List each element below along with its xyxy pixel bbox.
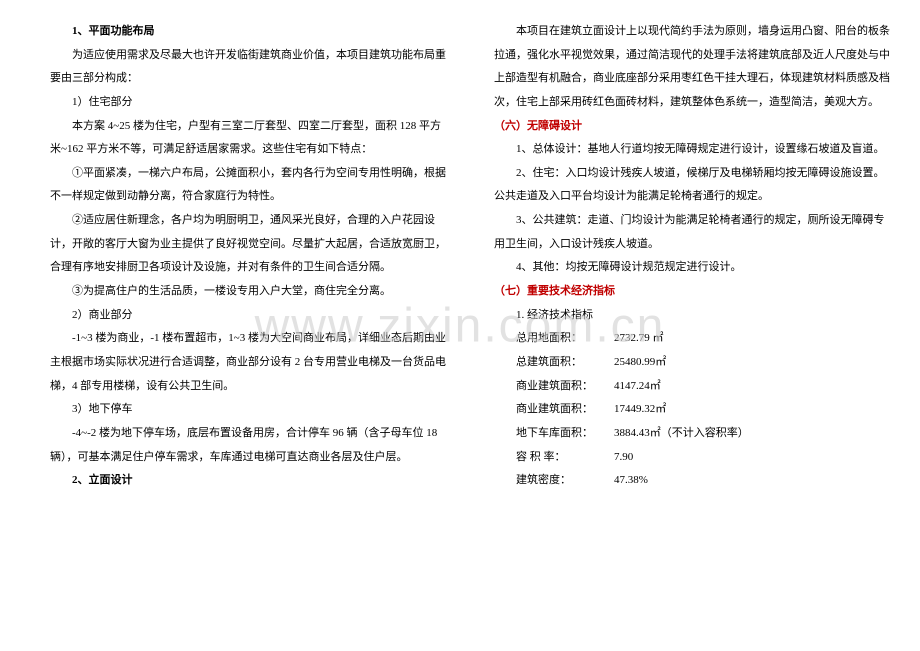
metric-label: 地下车库面积： [494, 422, 614, 446]
para: ③为提高住户的生活品质，一楼设专用入户大堂，商住完全分离。 [50, 280, 446, 304]
para: 本项目在建筑立面设计上以现代简约手法为原则，墙身运用凸窗、阳台的板条拉通，强化水… [494, 20, 890, 115]
table-row: 地下车库面积： 3884.43㎡（不计入容积率） [494, 422, 890, 446]
heading-accessibility: （六）无障碍设计 [494, 115, 890, 139]
metric-label: 总用地面积： [494, 327, 614, 351]
metric-label: 容 积 率： [494, 446, 614, 470]
list-item-residential: 1）住宅部分 [50, 91, 446, 115]
subheading-economic: 1. 经济技术指标 [494, 304, 890, 328]
para: ①平面紧凑，一梯六户布局，公摊面积小，套内各行为空间专用性明确，根据不一样规定做… [50, 162, 446, 209]
metric-label: 建筑密度： [494, 469, 614, 493]
list-item-parking: 3）地下停车 [50, 398, 446, 422]
metric-value: 17449.32㎡ [614, 398, 890, 422]
para: 本方案 4~25 楼为住宅，户型有三室二厅套型、四室二厅套型，面积 128 平方… [50, 115, 446, 162]
table-row: 商业建筑面积： 17449.32㎡ [494, 398, 890, 422]
table-row: 容 积 率： 7.90 [494, 446, 890, 470]
table-row: 商业建筑面积： 4147.24㎡ [494, 375, 890, 399]
metric-value: 7.90 [614, 446, 890, 470]
para: 2、住宅：入口均设计残疾人坡道，候梯厅及电梯轿厢均按无障碍设施设置。公共走道及入… [494, 162, 890, 209]
metric-value: 4147.24㎡ [614, 375, 890, 399]
para: -4~-2 楼为地下停车场，底层布置设备用房，合计停车 96 辆（含子母车位 1… [50, 422, 446, 469]
metric-value: 47.38% [614, 469, 890, 493]
para: 为适应使用需求及尽最大也许开发临街建筑商业价值，本项目建筑功能布局重要由三部分构… [50, 44, 446, 91]
page-columns: 1、平面功能布局 为适应使用需求及尽最大也许开发临街建筑商业价值，本项目建筑功能… [0, 0, 920, 651]
left-column: 1、平面功能布局 为适应使用需求及尽最大也许开发临街建筑商业价值，本项目建筑功能… [50, 20, 446, 639]
heading-layout: 1、平面功能布局 [50, 20, 446, 44]
para: ②适应居住新理念，各户均为明厨明卫，通风采光良好，合理的入户花园设计，开敞的客厅… [50, 209, 446, 280]
para: -1~3 楼为商业，-1 楼布置超市，1~3 楼为大空间商业布局，详细业态后期由… [50, 327, 446, 398]
metric-label: 总建筑面积： [494, 351, 614, 375]
right-column: 本项目在建筑立面设计上以现代简约手法为原则，墙身运用凸窗、阳台的板条拉通，强化水… [494, 20, 890, 639]
para: 1、总体设计：基地人行道均按无障碍规定进行设计，设置缘石坡道及盲道。 [494, 138, 890, 162]
heading-facade: 2、立面设计 [50, 469, 446, 493]
table-row: 总建筑面积： 25480.99㎡ [494, 351, 890, 375]
para: 4、其他：均按无障碍设计规范规定进行设计。 [494, 256, 890, 280]
para: 3、公共建筑：走道、门均设计为能满足轮椅者通行的规定，厕所设无障碍专用卫生间，入… [494, 209, 890, 256]
table-row: 建筑密度： 47.38% [494, 469, 890, 493]
table-row: 总用地面积： 2732.79 ㎡ [494, 327, 890, 351]
metric-value: 2732.79 ㎡ [614, 327, 890, 351]
list-item-commercial: 2）商业部分 [50, 304, 446, 328]
metric-label: 商业建筑面积： [494, 398, 614, 422]
metric-value: 25480.99㎡ [614, 351, 890, 375]
heading-economic: （七）重要技术经济指标 [494, 280, 890, 304]
metric-value: 3884.43㎡（不计入容积率） [614, 422, 890, 446]
metric-label: 商业建筑面积： [494, 375, 614, 399]
